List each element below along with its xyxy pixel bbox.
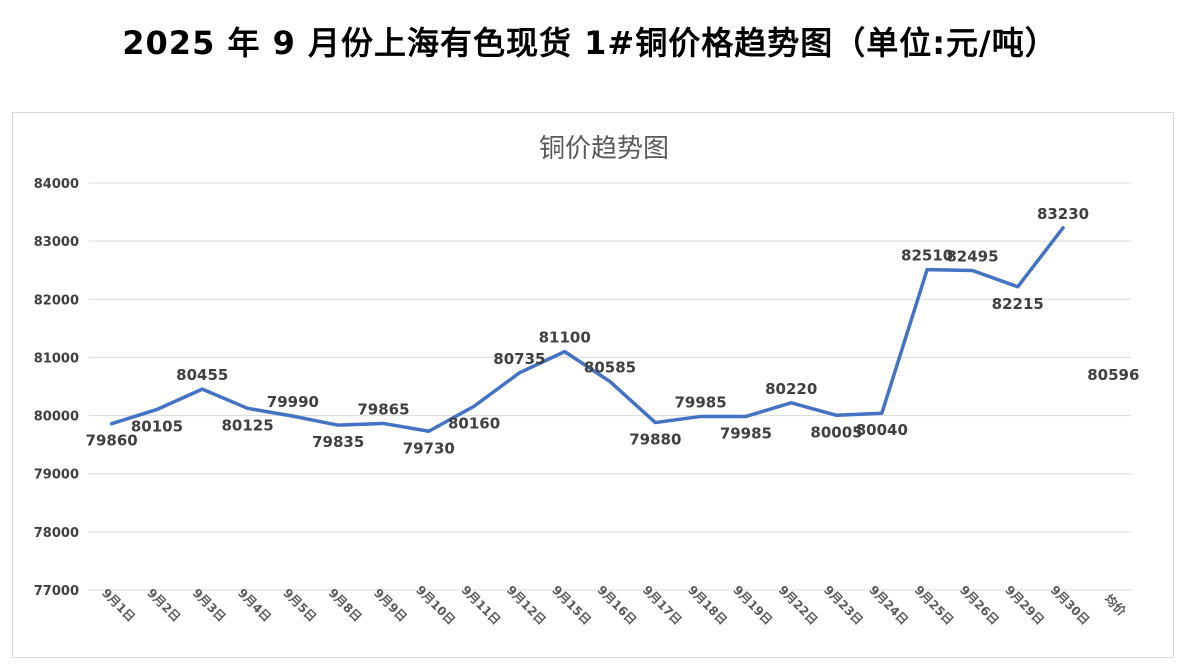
data-label: 79730: [403, 439, 455, 457]
page-title: 2025 年 9 月份上海有色现货 1#铜价格趋势图（单位:元/吨）: [122, 24, 1058, 62]
x-tick-label: 9月9日: [371, 586, 410, 625]
y-tick-label: 82000: [34, 293, 79, 308]
chart-title: 铜价趋势图: [539, 134, 669, 164]
x-tick-label: 均价: [1102, 591, 1130, 619]
x-tick-label: 9月8日: [326, 586, 365, 625]
x-tick-label: 9月2日: [144, 586, 183, 625]
data-label: 79990: [267, 393, 319, 411]
data-label: 82495: [946, 248, 998, 266]
x-tick-label: 9月1日: [99, 586, 138, 625]
average-value-label: 80596: [1087, 366, 1139, 384]
data-label: 80585: [584, 359, 636, 377]
data-label: 80160: [448, 414, 500, 432]
data-label: 80125: [221, 416, 273, 434]
data-label: 80005: [810, 423, 862, 441]
y-tick-label: 81000: [34, 351, 79, 366]
data-label: 82215: [992, 295, 1044, 313]
data-label: 80105: [131, 417, 183, 435]
y-tick-label: 77000: [34, 584, 79, 599]
data-label: 79985: [675, 393, 727, 411]
data-label: 80455: [176, 366, 228, 384]
data-label: 83230: [1037, 205, 1089, 223]
y-tick-label: 84000: [34, 177, 79, 192]
x-tick-label: 9月3日: [190, 586, 229, 625]
y-tick-label: 83000: [34, 235, 79, 250]
x-tick-label: 9月5日: [280, 586, 319, 625]
y-tick-label: 79000: [34, 468, 79, 483]
data-label: 82510: [901, 247, 953, 265]
data-label: 81100: [539, 329, 591, 347]
data-label: 79835: [312, 433, 364, 451]
series-line: [109, 226, 1065, 434]
y-tick-label: 80000: [34, 410, 79, 425]
x-tick-label: 9月4日: [235, 586, 274, 625]
data-label: 79985: [720, 424, 772, 442]
y-tick-label: 78000: [34, 526, 79, 541]
data-label: 79860: [86, 432, 138, 450]
chart-frame: 铜价趋势图 77000 78000 79000 80000 81000 82000 83000…: [12, 112, 1174, 658]
copper-price-line-chart: 铜价趋势图 77000 78000 79000 80000 81000 82000 83000…: [34, 134, 1140, 627]
data-label: 79880: [629, 431, 681, 449]
data-label: 80735: [493, 350, 545, 368]
data-label: 80040: [856, 421, 908, 439]
data-label: 80220: [765, 380, 817, 398]
data-label: 79865: [357, 400, 409, 418]
